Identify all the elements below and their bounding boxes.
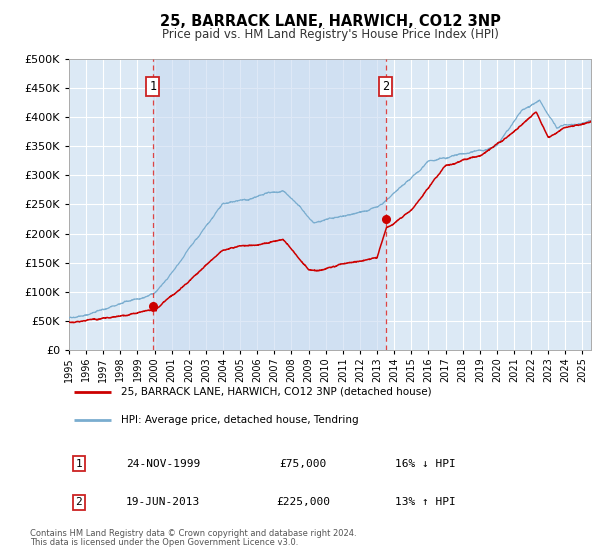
Text: Contains HM Land Registry data © Crown copyright and database right 2024.: Contains HM Land Registry data © Crown c… — [30, 529, 356, 538]
Text: 16% ↓ HPI: 16% ↓ HPI — [395, 459, 455, 469]
Text: 1: 1 — [149, 80, 157, 93]
Text: £225,000: £225,000 — [277, 497, 331, 507]
Text: 1: 1 — [76, 459, 82, 469]
Text: This data is licensed under the Open Government Licence v3.0.: This data is licensed under the Open Gov… — [30, 538, 298, 547]
Text: HPI: Average price, detached house, Tendring: HPI: Average price, detached house, Tend… — [121, 415, 358, 425]
Text: Price paid vs. HM Land Registry's House Price Index (HPI): Price paid vs. HM Land Registry's House … — [161, 28, 499, 41]
Text: 13% ↑ HPI: 13% ↑ HPI — [395, 497, 455, 507]
Text: 24-NOV-1999: 24-NOV-1999 — [126, 459, 200, 469]
Text: 2: 2 — [382, 80, 389, 93]
Text: 2: 2 — [76, 497, 82, 507]
Text: £75,000: £75,000 — [280, 459, 327, 469]
Text: 25, BARRACK LANE, HARWICH, CO12 3NP: 25, BARRACK LANE, HARWICH, CO12 3NP — [160, 14, 500, 29]
Text: 19-JUN-2013: 19-JUN-2013 — [126, 497, 200, 507]
Bar — [153, 59, 386, 350]
Text: 25, BARRACK LANE, HARWICH, CO12 3NP (detached house): 25, BARRACK LANE, HARWICH, CO12 3NP (det… — [121, 387, 431, 397]
